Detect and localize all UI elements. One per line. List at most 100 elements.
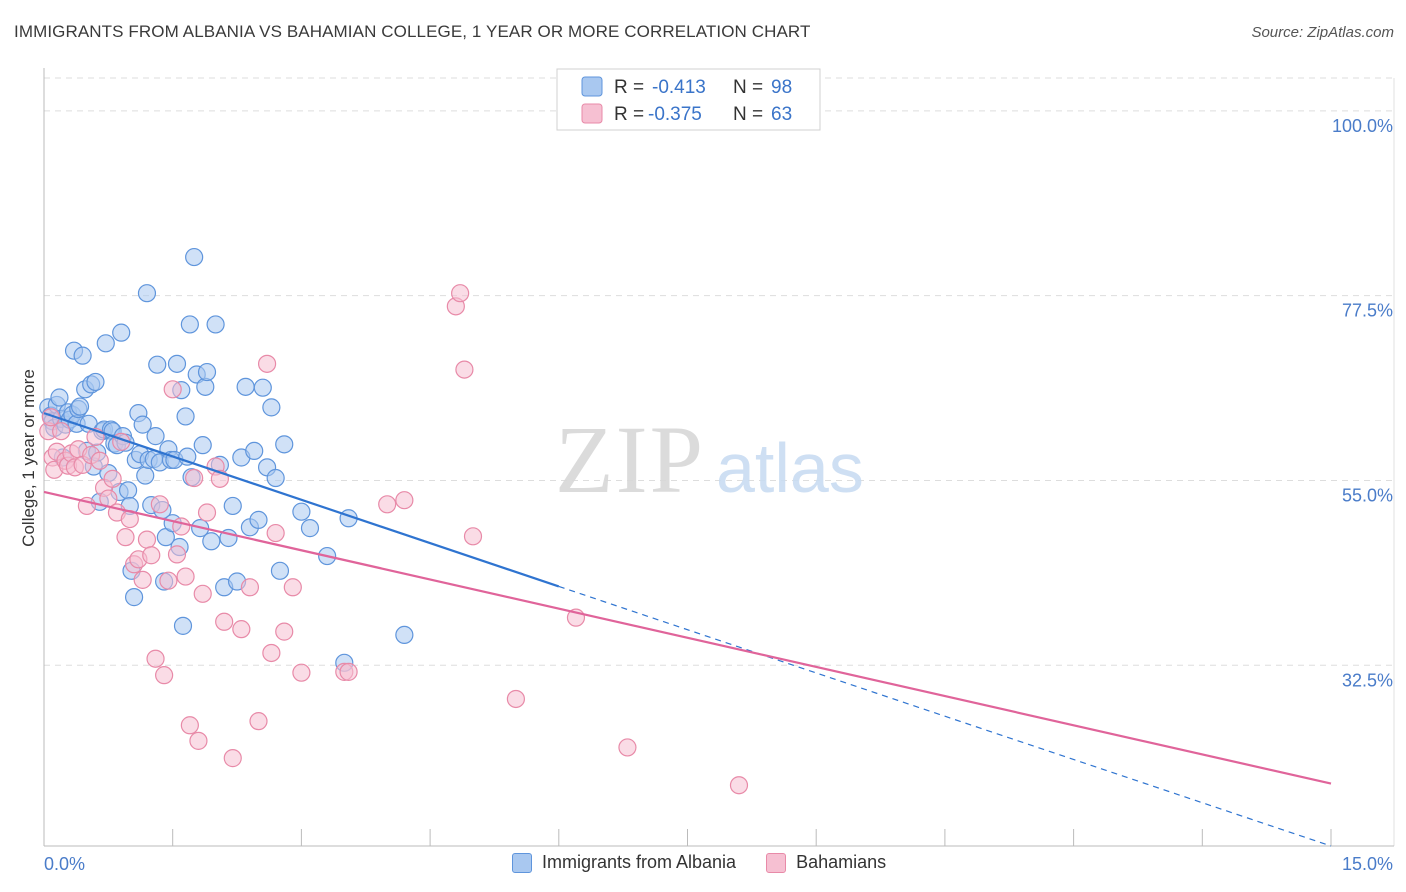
bahamian-point [176,567,195,586]
albania-point [292,502,311,521]
bahamian-point [232,620,251,639]
chart-title: IMMIGRANTS FROM ALBANIA VS BAHAMIAN COLL… [14,22,811,41]
bahamian-point [292,663,311,682]
legend-n-value: 63 [771,104,792,125]
trend-lines [43,412,1332,847]
albania-point [137,284,157,303]
bahamian-point [249,712,268,731]
bahamian-point [133,570,152,589]
bahamian-point [455,360,474,379]
albania-point [266,468,285,488]
albania-point [73,346,92,365]
albania-point [395,625,414,645]
bahamian-point [283,578,302,597]
albania-point [193,436,212,455]
albania-trend-line [43,412,560,588]
bahamian-point [275,622,294,641]
legend-box: R = -0.413 N = 98 R = -0.375 N = 63 [556,68,821,131]
bahamian-point [189,731,208,750]
bahamian-point [257,354,277,373]
albania-point [223,496,242,516]
albania-point [173,616,193,635]
bahamian-point [52,422,71,441]
bahamian-point [262,643,281,663]
albania-point [180,315,199,334]
albania-point [96,334,115,353]
bahamian-point [240,578,260,597]
albania-point [124,588,144,607]
watermark-atlas: atlas [716,429,864,507]
bahamian-point [146,649,165,668]
bahamian-point [378,495,397,514]
legend-n-label: N = [733,77,763,98]
bahamian-trend-line [43,490,1332,785]
bahamian-point [618,738,637,757]
bahamian-point [90,451,109,470]
legend-r-value: -0.413 [652,77,706,98]
albania-point [148,355,167,374]
legend-n-label: N = [733,104,763,125]
legend-item-albania: Immigrants from Albania [512,852,736,873]
albania-point [118,481,138,500]
bahamian-point [339,662,358,681]
legend-r-value: -0.375 [648,104,702,125]
albania-point [133,415,152,434]
x-tick-labels: 0.0% 15.0% [44,854,1393,874]
albania-point [262,398,281,417]
watermark-zip: ZIP [555,406,705,513]
bahamian-point [197,503,217,522]
legend-swatch-pink [581,103,603,124]
albania-point [185,247,204,267]
bottom-legend: Immigrants from Albania Bahamians [512,852,916,873]
y-tick-label: 100.0% [1332,116,1393,136]
bahamian-point [167,545,187,564]
y-tick-label: 32.5% [1342,670,1393,690]
legend-swatch-blue [581,76,603,97]
bahamian-point [193,584,212,603]
legend-label-bahamians: Bahamians [796,852,887,872]
legend-r-label: R = [614,104,644,125]
albania-point [249,510,268,530]
albania-point [206,315,225,334]
bahamian-point [116,528,135,547]
bahamian-point [137,530,157,549]
bahamian-point [463,527,483,546]
albania-point [50,388,69,407]
bahamian-point [172,517,191,536]
albania-point [112,323,131,342]
y-axis-label: College, 1 year or more [19,369,38,547]
y-tick-label: 77.5% [1342,301,1393,321]
albania-point [146,427,165,446]
source-label: Source: ZipAtlas.com [1251,24,1394,41]
x-tick-label: 0.0% [44,854,85,874]
bahamian-point [155,666,174,685]
bahamian-point [506,689,526,709]
bahamian-point [266,523,285,543]
albania-point [70,397,90,416]
bahamian-point [159,571,178,590]
legend-item-bahamians: Bahamians [766,852,886,873]
albania-trend-extension [558,585,1332,847]
y-tick-label: 55.0% [1342,485,1393,505]
bahamian-point [451,284,470,303]
albania-point [176,407,195,426]
albania-point [236,377,255,396]
albania-point [270,561,290,580]
albania-point [86,372,105,392]
bahamian-point [142,546,161,565]
albania-point [275,435,294,454]
bahamian-point [395,491,414,510]
legend-swatch-pink [766,852,787,873]
legend-swatch-blue [512,852,532,873]
legend-r-label: R = [614,77,644,98]
bahamian-point [180,716,199,735]
bahamian-point [163,380,182,399]
bahamian-point [103,469,122,488]
legend-label-albania: Immigrants from Albania [542,852,737,872]
watermark: ZIP atlas [555,406,864,513]
albania-point [197,362,217,382]
albania-point [202,532,221,551]
albania-point [253,378,272,397]
albania-point [245,441,264,461]
